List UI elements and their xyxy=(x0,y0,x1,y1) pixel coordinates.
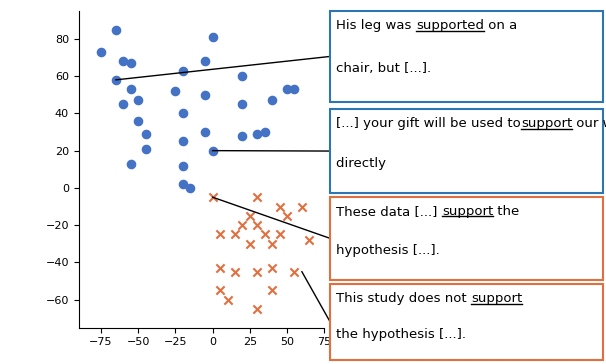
Point xyxy=(297,203,307,209)
Text: our work.: our work. xyxy=(572,117,606,130)
Text: chair, but [...].: chair, but [...]. xyxy=(336,62,431,75)
Point xyxy=(290,269,299,274)
Point xyxy=(230,269,240,274)
Point xyxy=(245,213,255,219)
Point xyxy=(178,138,188,144)
Point xyxy=(267,288,277,293)
Text: hypothesis [...].: hypothesis [...]. xyxy=(336,244,440,257)
Point xyxy=(253,222,262,228)
Point xyxy=(290,86,299,92)
Point xyxy=(141,131,150,137)
Point xyxy=(208,148,218,154)
Text: [...] your gift will be used to: [...] your gift will be used to xyxy=(336,117,521,130)
Text: the hypothesis [...].: the hypothesis [...]. xyxy=(336,328,467,341)
Text: These data [...]: These data [...] xyxy=(336,205,442,218)
Point xyxy=(201,58,210,64)
Point xyxy=(133,98,143,103)
Point xyxy=(215,288,225,293)
Point xyxy=(282,86,292,92)
Point xyxy=(171,88,181,94)
Point xyxy=(119,101,128,107)
Point xyxy=(141,146,150,152)
Point xyxy=(201,129,210,135)
Point xyxy=(238,73,247,79)
Text: support: support xyxy=(521,117,572,130)
Text: supported: supported xyxy=(416,19,484,32)
Point xyxy=(253,131,262,137)
Point xyxy=(267,265,277,271)
Point xyxy=(126,161,136,167)
Point xyxy=(178,68,188,74)
Point xyxy=(208,34,218,40)
Point xyxy=(267,98,277,103)
Point xyxy=(119,58,128,64)
Point xyxy=(253,194,262,200)
Point xyxy=(282,213,292,219)
Point xyxy=(126,60,136,66)
Point xyxy=(253,306,262,312)
Point xyxy=(238,133,247,139)
Text: directly: directly xyxy=(336,157,391,170)
Point xyxy=(275,232,284,237)
Point xyxy=(111,27,121,32)
Point xyxy=(215,265,225,271)
Text: the: the xyxy=(493,205,519,218)
Point xyxy=(222,297,232,302)
Text: support: support xyxy=(442,205,493,218)
Point xyxy=(267,241,277,247)
Point xyxy=(208,194,218,200)
Text: support: support xyxy=(471,292,522,305)
Point xyxy=(133,118,143,124)
Point xyxy=(260,129,270,135)
Point xyxy=(126,86,136,92)
Point xyxy=(275,203,284,209)
Point xyxy=(238,222,247,228)
Point xyxy=(260,232,270,237)
Text: on a: on a xyxy=(484,19,517,32)
Point xyxy=(201,92,210,98)
Point xyxy=(178,163,188,169)
Text: His leg was: His leg was xyxy=(336,19,416,32)
Point xyxy=(245,241,255,247)
Point xyxy=(178,110,188,116)
Point xyxy=(96,49,106,55)
Point xyxy=(111,77,121,83)
Point xyxy=(238,101,247,107)
Point xyxy=(304,237,314,243)
Point xyxy=(185,185,195,191)
Point xyxy=(230,232,240,237)
Point xyxy=(253,269,262,274)
Text: This study does not: This study does not xyxy=(336,292,471,305)
Point xyxy=(215,232,225,237)
Point xyxy=(178,181,188,187)
